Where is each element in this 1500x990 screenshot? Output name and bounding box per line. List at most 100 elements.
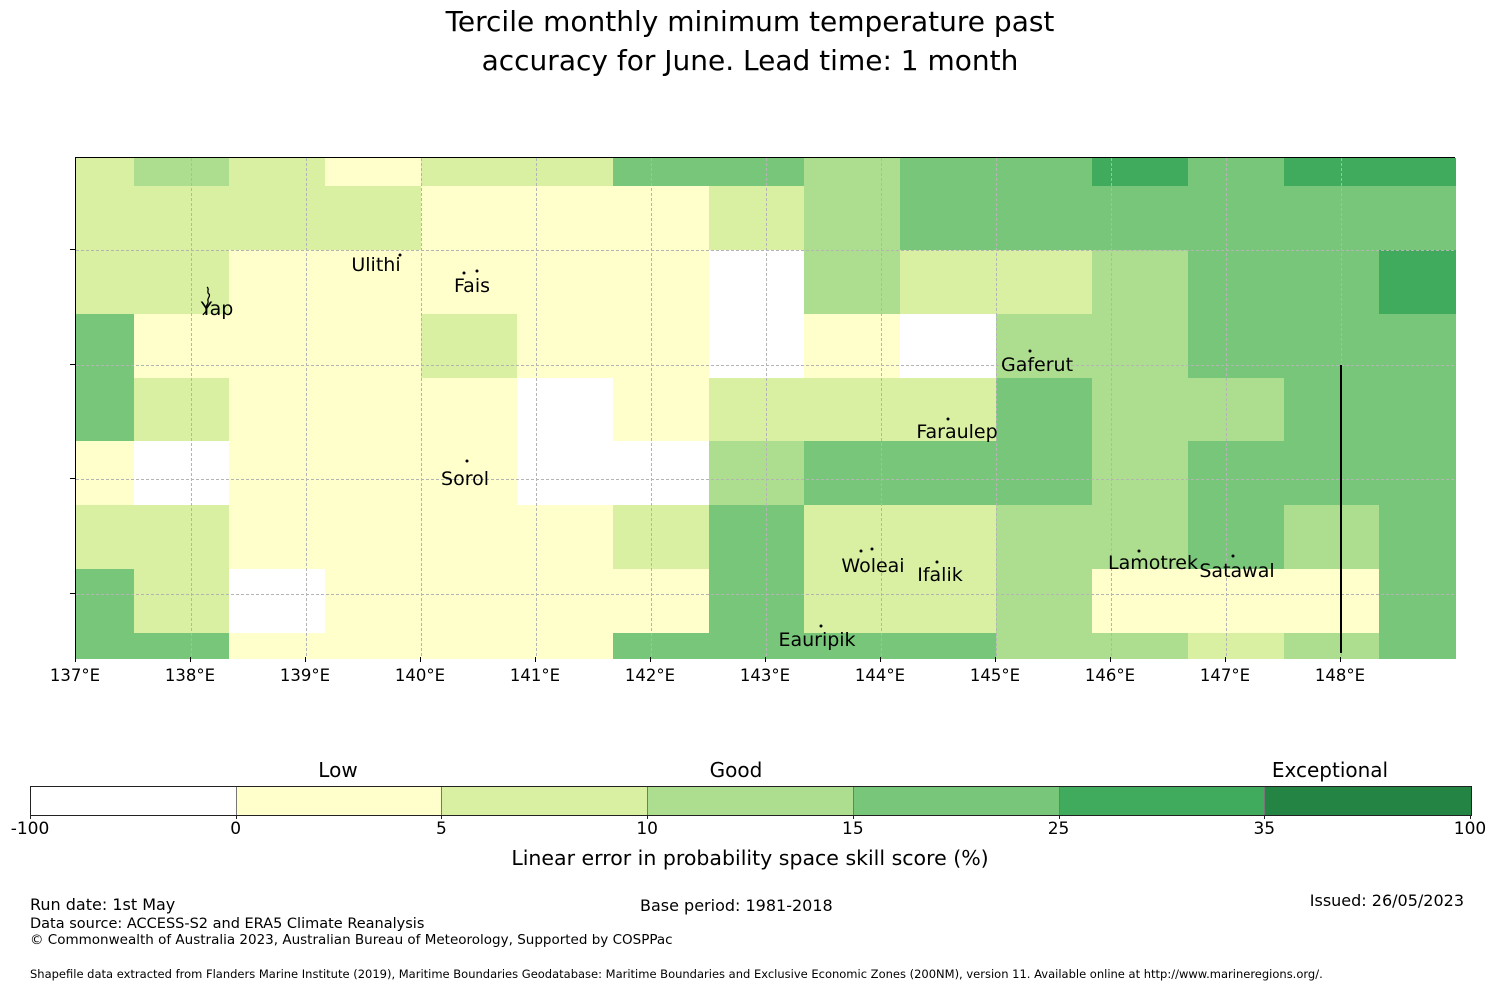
map-cell: [708, 158, 805, 187]
x-tick-label: 144°E: [854, 666, 906, 685]
colorbar-tick-label: 5: [436, 819, 447, 839]
map-cell: [708, 441, 805, 506]
map-cell: [229, 314, 326, 378]
map-cell: [516, 314, 614, 378]
colorbar-tick-mark: [30, 815, 31, 819]
map-cell: [1091, 158, 1189, 187]
colorbar-segment: [853, 787, 1060, 815]
x-tick-mark: [305, 657, 306, 662]
x-tick-label: 147°E: [1199, 666, 1251, 685]
map-cell: [900, 569, 997, 633]
gridline-vertical: [536, 158, 537, 656]
map-cell: [76, 632, 134, 659]
map-cell: [229, 377, 326, 442]
x-tick-label: 139°E: [279, 666, 331, 685]
map-cell: [76, 505, 134, 570]
colorbar-tick-mark: [235, 815, 237, 819]
x-tick-label: 140°E: [394, 666, 446, 685]
map-cell: [1283, 632, 1380, 659]
map-cell: [804, 505, 901, 570]
map-cell: [76, 250, 134, 315]
island-label: Lamotrek: [1108, 552, 1198, 574]
map-cell: [804, 250, 901, 315]
map-cell: [1187, 377, 1284, 442]
island-dot-icon: [946, 417, 950, 421]
map-cell: [612, 250, 709, 315]
map-cell: [708, 250, 805, 315]
map-cell: [76, 314, 134, 378]
map-cell: [421, 569, 518, 633]
map-cell: [612, 314, 709, 378]
map-cell: [1283, 569, 1380, 633]
island-label: Ifalik: [917, 564, 963, 586]
map-cell: [325, 250, 422, 315]
x-tick-mark: [765, 657, 766, 662]
island-label: Faraulep: [916, 421, 998, 443]
map-cell: [708, 377, 805, 442]
map-cell: [421, 441, 518, 506]
base-period-text: Base period: 1981-2018: [640, 896, 833, 915]
map-cell: [133, 186, 230, 251]
map-cell: [900, 441, 997, 506]
x-tick-label: 141°E: [509, 666, 561, 685]
yap-island-outline-icon: [202, 286, 211, 316]
map-cell: [804, 632, 901, 659]
map-cell: [421, 186, 518, 251]
map-cell: [996, 250, 1093, 315]
colorbar-tick-label: 35: [1253, 819, 1276, 839]
map-cell: [516, 632, 614, 659]
island-dot-icon: [1137, 549, 1141, 553]
map-cell: [133, 314, 230, 378]
y-tick-mark: [70, 363, 75, 365]
island-dot-icon: [819, 624, 823, 628]
map-cell: [325, 569, 422, 633]
map-cell: [76, 377, 134, 442]
colorbar-region-label: Exceptional: [1271, 758, 1389, 782]
colorbar-tick-label: 15: [842, 819, 864, 839]
gridline-vertical: [1226, 158, 1227, 656]
map-cell: [1283, 250, 1380, 315]
map-cell: [1283, 158, 1380, 187]
map-cell: [1091, 632, 1189, 659]
map-cell: [804, 441, 901, 506]
colorbar-tick-label: 100: [1453, 819, 1487, 839]
map-cell: [229, 158, 326, 187]
gridline-vertical: [191, 158, 192, 656]
gridline-horizontal: [76, 594, 1454, 595]
map-cell: [612, 377, 709, 442]
map-cell: [996, 569, 1093, 633]
x-tick-label: 137°E: [49, 666, 101, 685]
map-cell: [1187, 186, 1284, 251]
colorbar: [30, 786, 1472, 816]
island-dot-icon: [398, 253, 402, 257]
map-cell: [1187, 441, 1284, 506]
gridline-vertical: [651, 158, 652, 656]
island-label: Satawal: [1199, 560, 1275, 582]
map-cell: [1379, 158, 1457, 187]
map-cell: [996, 158, 1093, 187]
map-cell: [1091, 377, 1189, 442]
island-dot-icon: [870, 547, 874, 551]
map-cell: [708, 314, 805, 378]
map-cell: [325, 158, 422, 187]
issued-date-text: Issued: 26/05/2023: [1309, 891, 1464, 910]
island-label: Sorol: [441, 468, 489, 490]
map-cell: [708, 569, 805, 633]
map-cell: [900, 250, 997, 315]
x-tick-mark: [1340, 657, 1341, 662]
map-cell: [996, 186, 1093, 251]
map-cell: [516, 441, 614, 506]
colorbar-segment: [31, 787, 237, 815]
map-cell: [708, 632, 805, 659]
map-cell: [900, 632, 997, 659]
gridline-vertical: [421, 158, 422, 656]
map-cell: [1187, 632, 1284, 659]
x-tick-label: 145°E: [969, 666, 1021, 685]
x-tick-label: 143°E: [739, 666, 791, 685]
colorbar-tick-mark: [1264, 815, 1266, 819]
map-cell: [612, 632, 709, 659]
map-cell: [1283, 186, 1380, 251]
map-cell: [325, 632, 422, 659]
colorbar-tick-mark: [1470, 815, 1471, 819]
map-cell: [996, 632, 1093, 659]
